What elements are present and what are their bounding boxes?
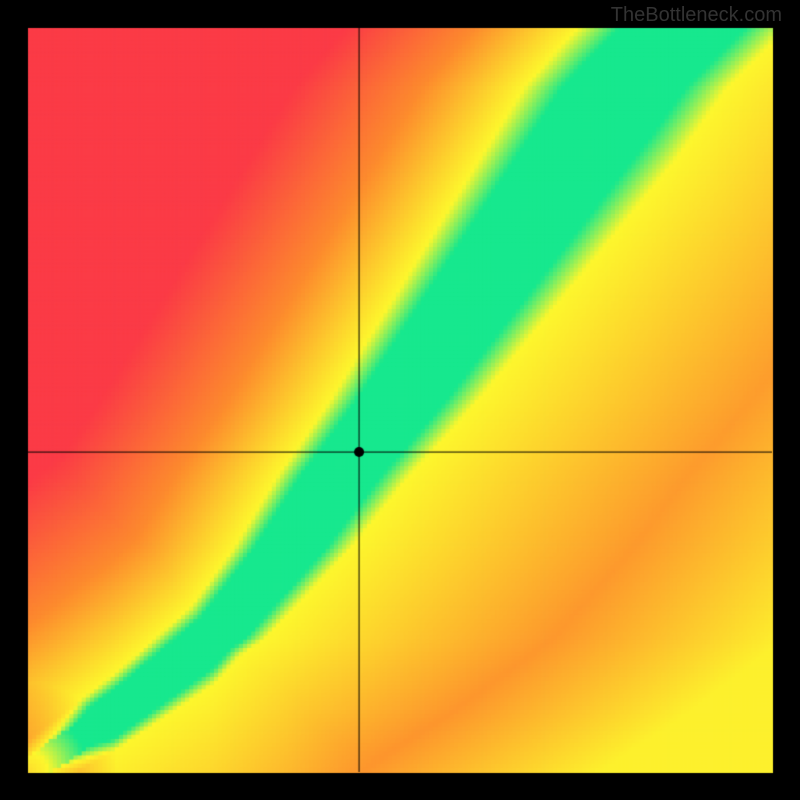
watermark-text: TheBottleneck.com [611,4,782,27]
bottleneck-heatmap [0,0,800,800]
chart-container: TheBottleneck.com [0,0,800,800]
